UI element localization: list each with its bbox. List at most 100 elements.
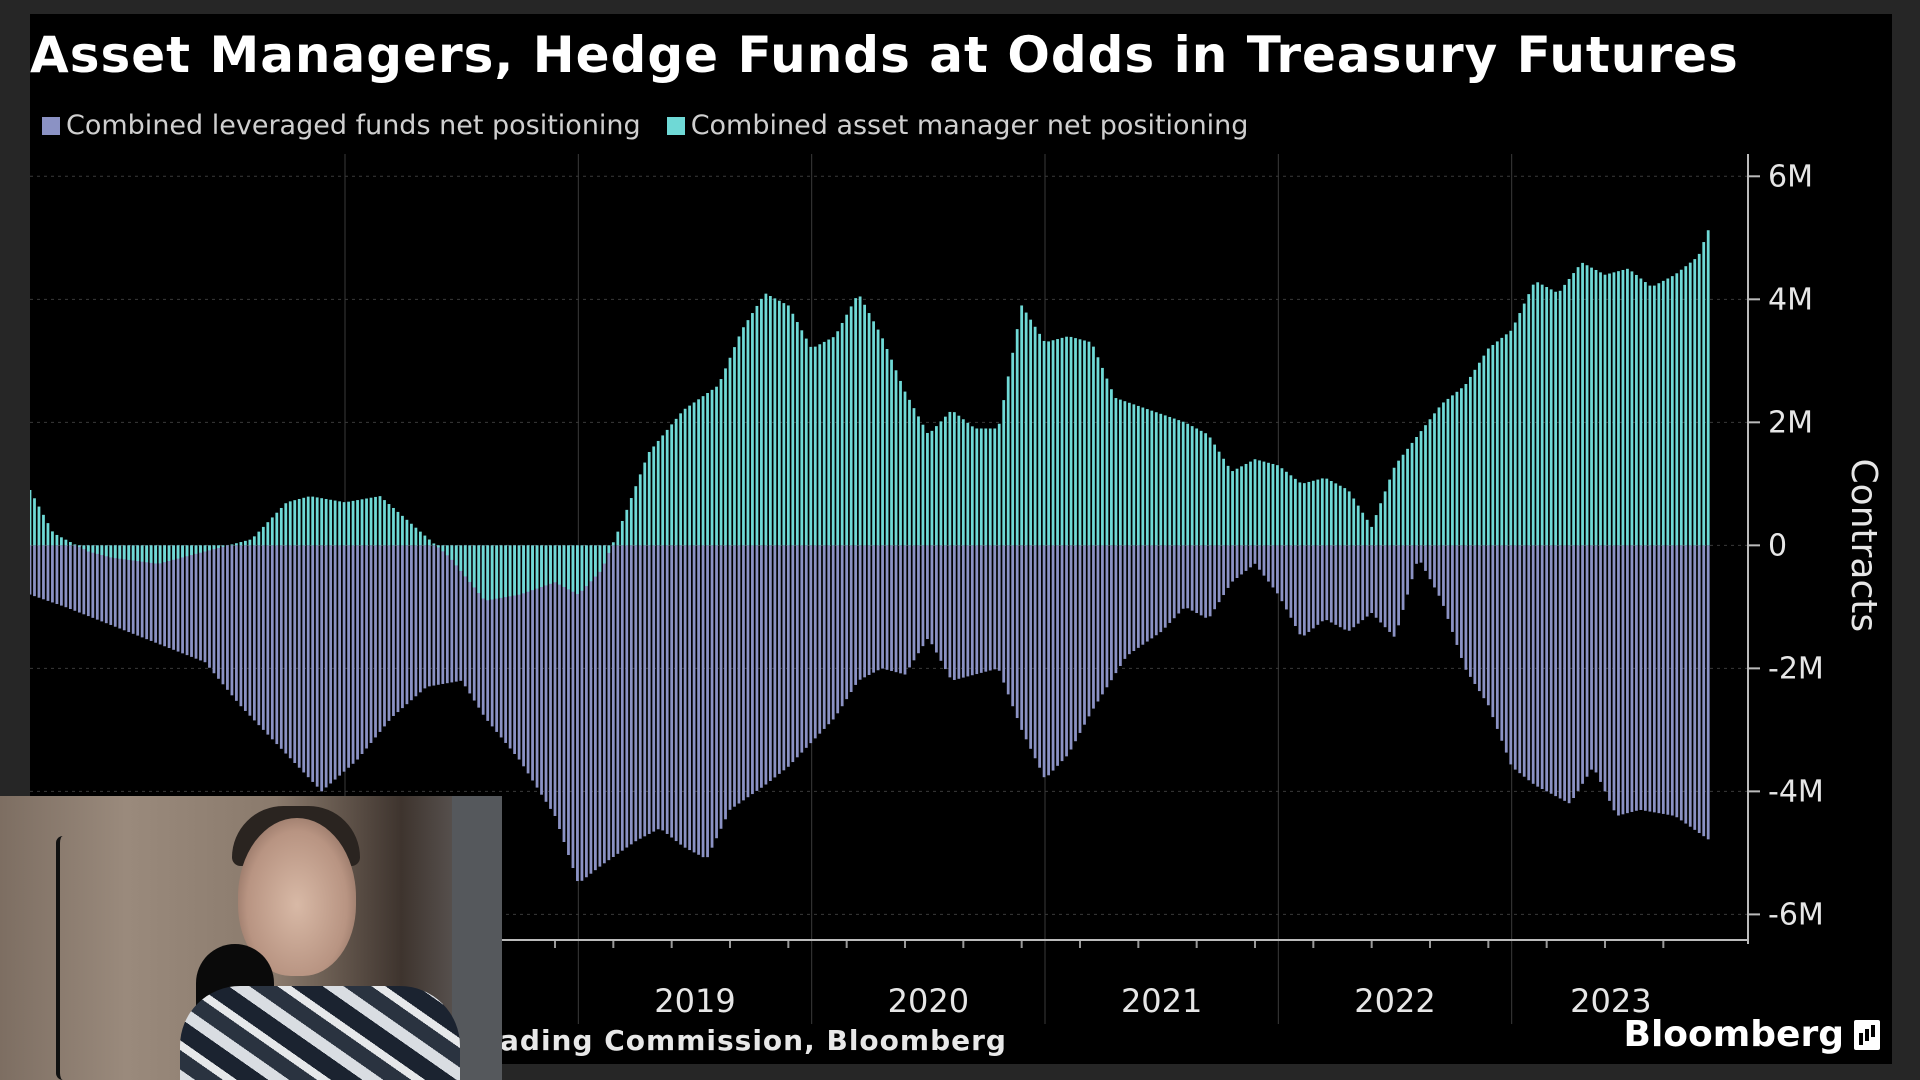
asset-manager-bar (625, 509, 629, 546)
leveraged-funds-bar (1114, 545, 1118, 674)
leveraged-funds-bar (1244, 545, 1248, 571)
asset-manager-bar (266, 522, 270, 546)
asset-manager-bar (68, 542, 72, 546)
asset-manager-bar (1105, 378, 1109, 546)
source-note: ading Commission, Bloomberg (500, 1024, 1007, 1057)
leveraged-funds-bar (1172, 545, 1176, 619)
asset-manager-bar (1706, 230, 1710, 546)
asset-manager-bar (181, 545, 184, 558)
asset-manager-bar (1370, 526, 1374, 546)
leveraged-funds-bar (1141, 545, 1145, 645)
leveraged-funds-bar (809, 545, 813, 744)
asset-manager-bar (1437, 407, 1441, 546)
asset-manager-bar (185, 545, 189, 557)
asset-manager-bar (122, 545, 126, 560)
leveraged-funds-bar (284, 545, 288, 754)
leveraged-funds-bar (1383, 545, 1387, 628)
leveraged-funds-bar (957, 545, 961, 679)
asset-manager-bar (531, 545, 534, 591)
leveraged-funds-bar (589, 545, 593, 874)
asset-manager-bar (1208, 437, 1212, 546)
asset-manager-bar (1069, 336, 1073, 546)
asset-manager-bar (760, 298, 763, 546)
leveraged-funds-bar (1643, 545, 1647, 811)
asset-manager-bar (91, 545, 95, 553)
leveraged-funds-bar (1657, 545, 1661, 814)
leveraged-funds-bar (436, 545, 440, 685)
asset-manager-bar (975, 428, 979, 546)
x-tick-label: 2022 (1354, 982, 1435, 1020)
leveraged-funds-bar (742, 545, 745, 801)
leveraged-funds-bar (1329, 545, 1333, 623)
asset-manager-bar (445, 545, 449, 556)
leveraged-funds-bar (1392, 545, 1396, 637)
leveraged-funds-bar (297, 545, 301, 768)
leveraged-funds-bar (1549, 545, 1553, 794)
asset-manager-bar (387, 504, 391, 546)
asset-manager-bar (549, 545, 552, 584)
asset-manager-bar (64, 539, 68, 546)
asset-manager-bar (235, 543, 238, 546)
leveraged-funds-bar (674, 545, 678, 842)
leveraged-funds-bar (728, 545, 732, 810)
asset-manager-bar (1612, 272, 1616, 546)
asset-manager-bar (275, 512, 279, 546)
leveraged-funds-bar (908, 545, 911, 668)
asset-manager-bar (1177, 420, 1181, 546)
asset-manager-bar (504, 545, 508, 598)
leveraged-funds-bar (86, 545, 90, 617)
asset-manager-bar (495, 545, 499, 599)
asset-manager-bar (1473, 369, 1477, 546)
asset-manager-bar (755, 305, 759, 546)
asset-manager-bar (441, 545, 445, 552)
leveraged-funds-bar (46, 545, 50, 601)
leveraged-funds-bar (342, 545, 346, 772)
leveraged-funds-bar (1482, 545, 1486, 699)
asset-manager-bar (378, 496, 382, 546)
leveraged-funds-bar (55, 545, 59, 605)
leveraged-funds-bar (760, 545, 763, 788)
asset-manager-bar (1415, 437, 1418, 546)
leveraged-funds-bar (288, 545, 292, 759)
asset-manager-bar (872, 321, 875, 546)
asset-manager-bar (423, 535, 427, 546)
leveraged-funds-bar (1473, 545, 1477, 684)
asset-manager-bar (1374, 515, 1378, 546)
asset-manager-bar (576, 545, 579, 595)
asset-manager-bar (167, 545, 171, 561)
asset-manager-bar (1693, 259, 1697, 546)
leveraged-funds-bar (1307, 545, 1311, 632)
leveraged-funds-bar (755, 545, 759, 791)
asset-manager-bar (347, 501, 350, 546)
asset-manager-bar (719, 379, 723, 546)
leveraged-funds-bar (773, 545, 777, 778)
asset-manager-bar (172, 545, 175, 560)
asset-manager-bar (51, 531, 54, 546)
leveraged-funds-bar (131, 545, 135, 634)
asset-manager-bar (1531, 284, 1535, 546)
asset-manager-bar (1020, 305, 1024, 546)
leveraged-funds-bar (167, 545, 171, 649)
asset-manager-bar (369, 497, 373, 546)
asset-manager-bar (1635, 274, 1638, 546)
asset-manager-bar (136, 545, 140, 562)
asset-manager-bar (643, 462, 647, 546)
leveraged-funds-bar (1558, 545, 1562, 799)
leveraged-funds-bar (768, 545, 772, 781)
asset-manager-bar (383, 500, 386, 546)
asset-manager-bar (1276, 465, 1279, 546)
asset-manager-bar (540, 545, 543, 587)
asset-manager-bar (926, 432, 929, 546)
leveraged-funds-bar (1468, 545, 1472, 677)
asset-manager-bar (1118, 399, 1122, 546)
leveraged-funds-bar (1500, 545, 1504, 741)
leveraged-funds-bar (248, 545, 252, 716)
leveraged-funds-bar (1590, 545, 1593, 770)
asset-manager-bar (831, 337, 835, 546)
leveraged-funds-bar (1433, 545, 1436, 588)
leveraged-funds-bar (930, 545, 934, 645)
asset-manager-bar (1293, 478, 1297, 546)
asset-manager-bar (33, 498, 36, 546)
asset-manager-bar (1572, 273, 1575, 546)
y-tick-label: -6M (1768, 897, 1824, 932)
